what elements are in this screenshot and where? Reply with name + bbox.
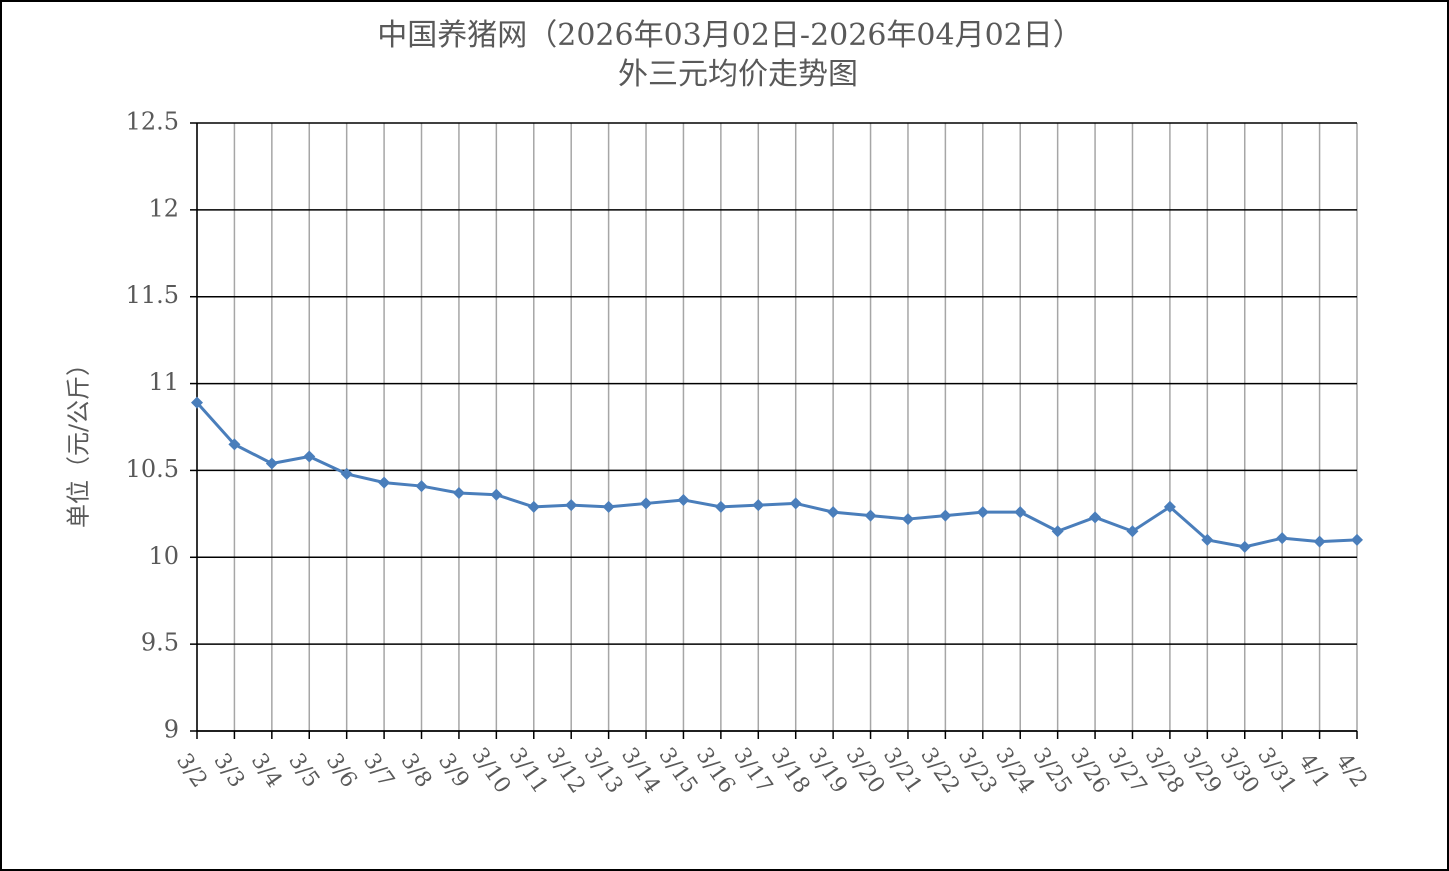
y-tick-label: 9.5	[141, 629, 179, 657]
y-tick-label: 12	[148, 194, 179, 222]
data-point	[303, 450, 316, 463]
y-tick-label: 12.5	[126, 108, 179, 136]
data-point	[789, 497, 802, 510]
chart-subtitle: 外三元均价走势图	[618, 57, 858, 92]
data-point	[1163, 500, 1176, 513]
data-point	[864, 509, 877, 522]
data-point	[452, 487, 465, 500]
data-point	[1276, 532, 1289, 545]
data-point	[640, 497, 653, 510]
data-point	[265, 457, 278, 470]
data-point	[827, 506, 840, 519]
data-point	[415, 480, 428, 493]
data-point	[976, 506, 989, 519]
data-point	[714, 500, 727, 513]
y-tick-label: 11.5	[126, 281, 179, 309]
data-point	[901, 513, 914, 526]
data-point	[1089, 511, 1102, 524]
data-point	[1351, 533, 1363, 546]
data-point	[1201, 533, 1214, 546]
data-point	[752, 499, 765, 512]
data-point	[939, 509, 952, 522]
y-tick-label: 9	[164, 716, 179, 744]
data-point	[191, 396, 203, 409]
data-point	[490, 488, 503, 501]
y-tick-label: 11	[148, 368, 179, 396]
data-point	[1238, 540, 1251, 553]
data-point	[565, 499, 578, 512]
data-point	[602, 500, 615, 513]
y-tick-label: 10	[148, 542, 179, 570]
data-point	[1313, 535, 1326, 548]
data-point	[677, 493, 690, 506]
data-point	[1014, 506, 1027, 519]
data-point	[378, 476, 391, 489]
data-point	[340, 467, 353, 480]
data-point	[1051, 525, 1064, 538]
data-point	[527, 500, 540, 513]
series-line	[195, 401, 1358, 549]
y-tick-label: 10.5	[126, 455, 179, 483]
chart-title: 中国养猪网（2026年03月02日-2026年04月02日）	[377, 18, 1083, 53]
y-axis-title: 单位（元/公斤）	[65, 352, 93, 528]
data-point	[228, 438, 241, 451]
data-point	[1126, 525, 1139, 538]
